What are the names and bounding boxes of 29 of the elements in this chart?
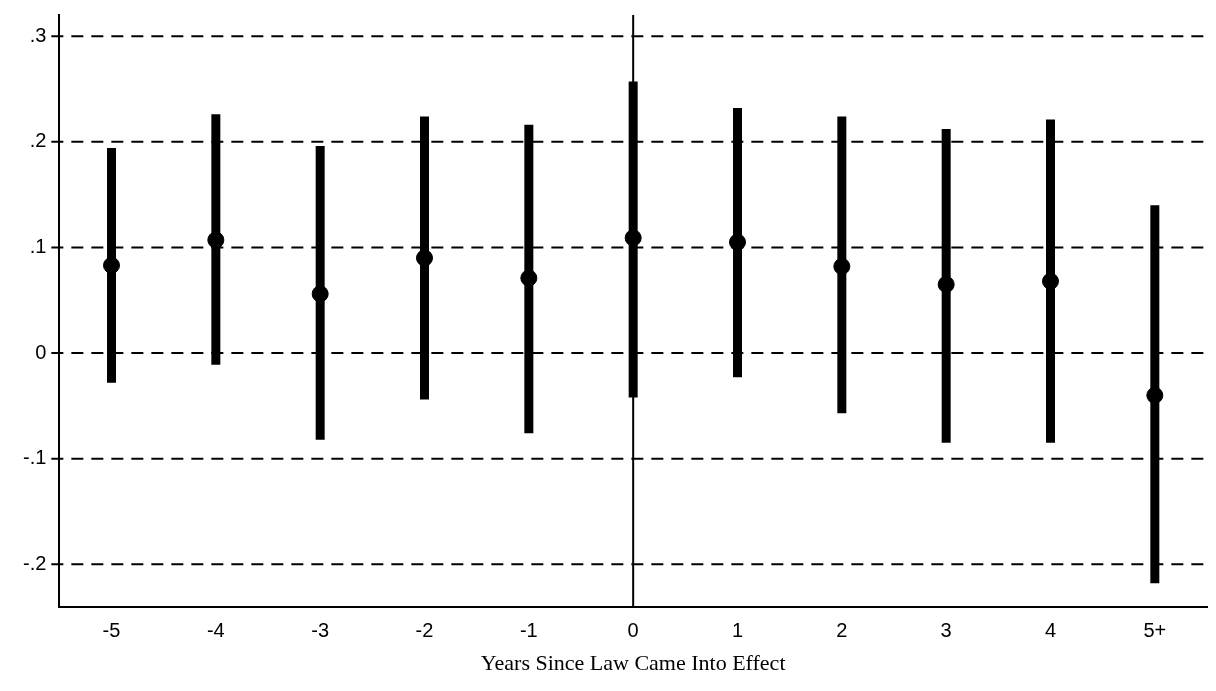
x-tick-label: 5+	[1143, 619, 1167, 642]
x-tick-label: 3	[940, 619, 952, 642]
point	[729, 233, 746, 251]
x-tick-label: 2	[836, 619, 848, 642]
y-tick-label: 0	[35, 340, 47, 363]
x-tick-label: -5	[102, 619, 121, 642]
x-axis-title: Years Since Law Came Into Effect	[480, 649, 786, 675]
x-tick-label: -2	[415, 619, 434, 642]
x-tick-label: 0	[627, 619, 639, 642]
x-tick-label: -3	[311, 619, 330, 642]
y-tick-label: .3	[29, 23, 47, 46]
point	[624, 229, 642, 247]
point	[520, 269, 538, 287]
y-tick-label: .1	[29, 234, 47, 257]
y-tick-label: .2	[29, 129, 47, 152]
x-tick-label: -4	[206, 619, 225, 642]
point	[937, 275, 955, 293]
point	[416, 249, 433, 267]
point	[207, 231, 225, 249]
point	[1146, 386, 1164, 404]
x-tick-label: -1	[519, 619, 538, 642]
y-tick-label: -.2	[23, 551, 47, 574]
x-tick-label: 4	[1044, 619, 1057, 642]
x-tick-label: 1	[731, 619, 744, 642]
point	[833, 257, 851, 275]
point	[1042, 272, 1059, 290]
point	[103, 256, 121, 274]
y-tick-label: -.1	[23, 446, 47, 469]
point	[311, 285, 329, 303]
